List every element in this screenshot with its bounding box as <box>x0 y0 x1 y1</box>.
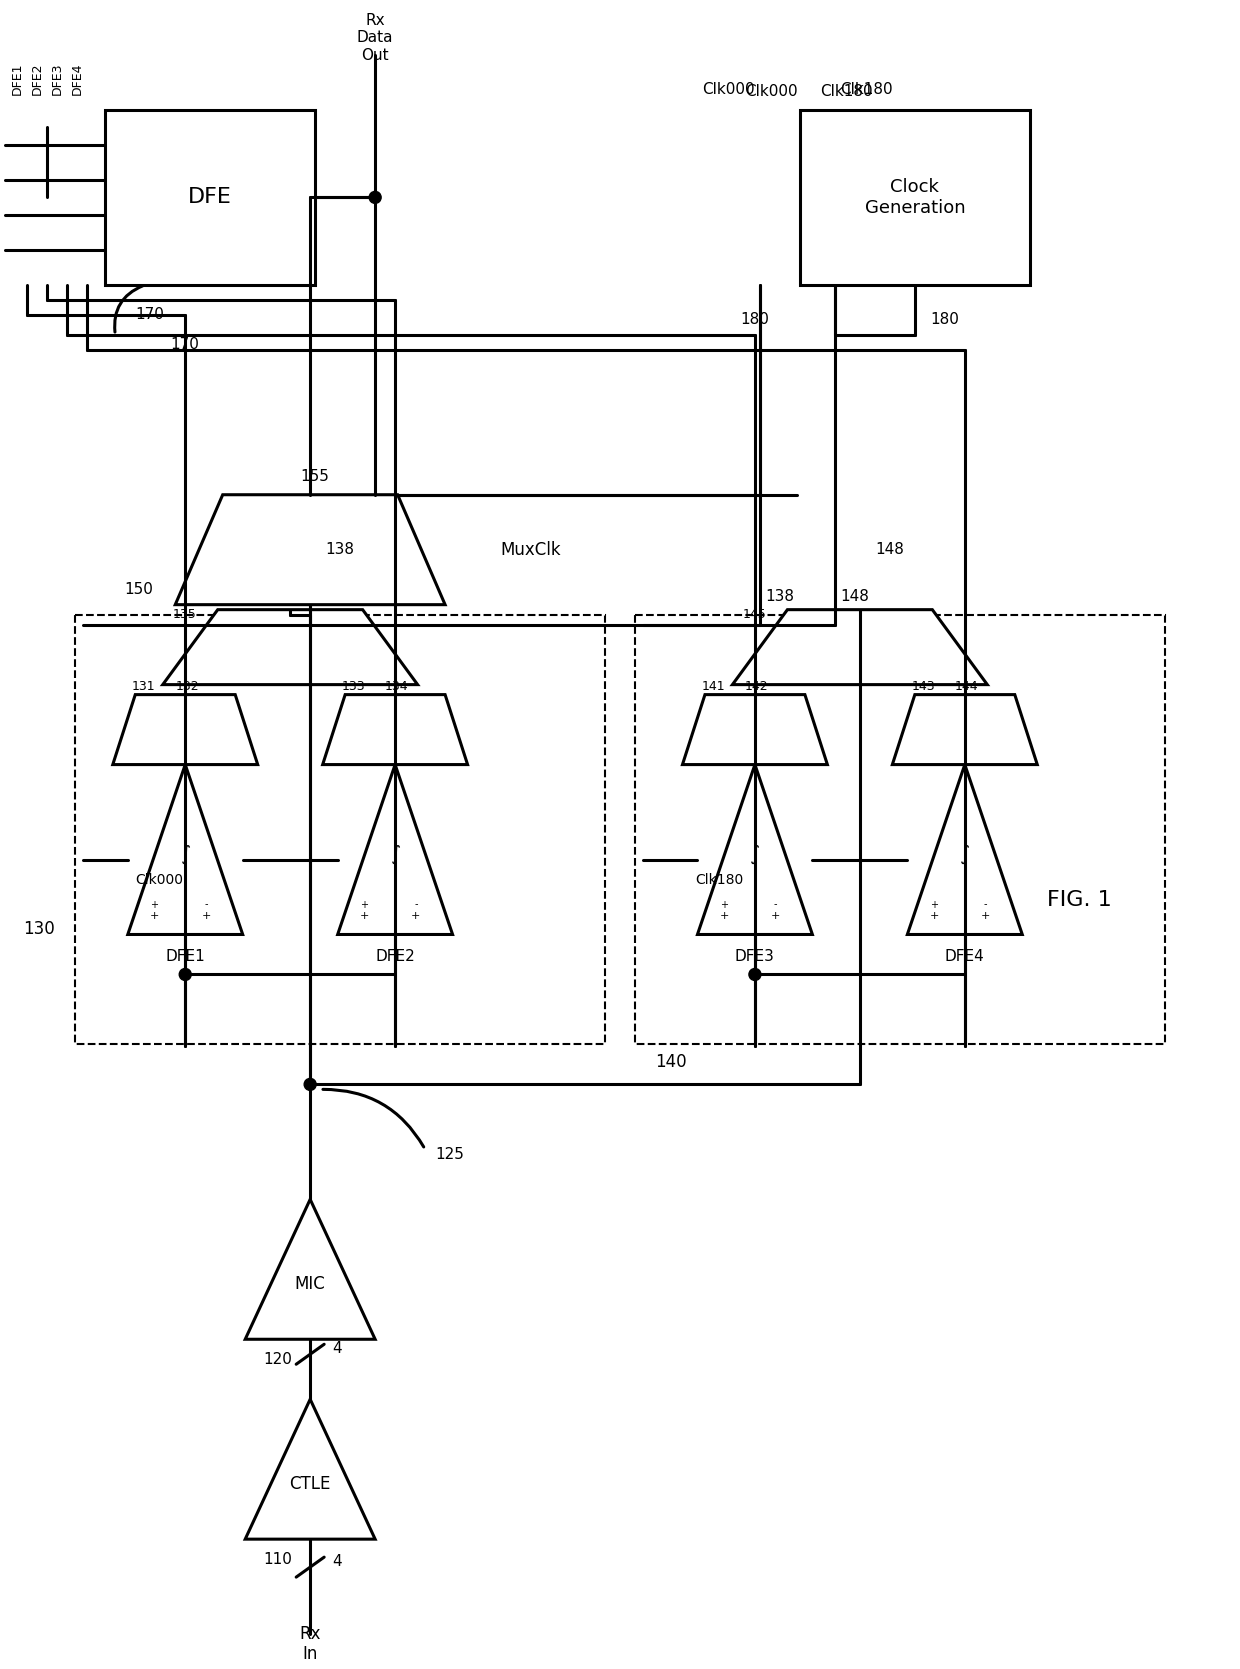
Text: +: + <box>981 911 991 921</box>
Text: 142: 142 <box>745 681 769 693</box>
Text: $\int$: $\int$ <box>960 843 971 866</box>
Text: DFE: DFE <box>188 187 232 207</box>
Text: DFE3: DFE3 <box>51 62 63 95</box>
Circle shape <box>370 192 381 204</box>
Text: +: + <box>201 911 211 921</box>
Text: 180: 180 <box>930 312 959 327</box>
Text: Clk000: Clk000 <box>135 873 184 886</box>
Text: -: - <box>414 900 418 910</box>
Text: 134: 134 <box>386 681 409 693</box>
Text: 143: 143 <box>911 681 935 693</box>
Polygon shape <box>128 764 243 935</box>
Text: MuxClk: MuxClk <box>500 541 560 559</box>
Polygon shape <box>697 764 812 935</box>
Polygon shape <box>246 1399 376 1539</box>
Text: DFE4: DFE4 <box>945 950 985 965</box>
Text: 110: 110 <box>263 1552 293 1567</box>
Bar <box>800 110 1029 285</box>
Text: $\int$: $\int$ <box>180 843 191 866</box>
Polygon shape <box>682 694 827 764</box>
Circle shape <box>749 968 761 980</box>
Text: FIG. 1: FIG. 1 <box>1048 890 1112 910</box>
Text: -: - <box>774 900 777 910</box>
Text: MIC: MIC <box>295 1275 326 1293</box>
Text: +: + <box>412 911 420 921</box>
Circle shape <box>180 968 191 980</box>
Polygon shape <box>175 494 445 604</box>
Polygon shape <box>246 1200 376 1339</box>
Text: 4: 4 <box>332 1340 342 1355</box>
Polygon shape <box>908 764 1022 935</box>
Text: -: - <box>205 900 208 910</box>
Text: 130: 130 <box>24 921 56 938</box>
Text: DFE1: DFE1 <box>165 950 205 965</box>
Text: $\int$: $\int$ <box>749 843 760 866</box>
Text: +: + <box>930 900 939 910</box>
Bar <box>105 110 315 285</box>
Text: 150: 150 <box>124 582 154 598</box>
Text: -: - <box>983 900 987 910</box>
Polygon shape <box>322 694 467 764</box>
Text: +: + <box>150 900 159 910</box>
Text: Clock
Generation: Clock Generation <box>864 179 965 217</box>
Text: 131: 131 <box>131 681 155 693</box>
Text: 170: 170 <box>135 307 164 322</box>
Polygon shape <box>733 609 987 684</box>
Text: DFE2: DFE2 <box>376 950 415 965</box>
Polygon shape <box>337 764 453 935</box>
Text: DFE4: DFE4 <box>71 62 84 95</box>
Text: +: + <box>720 900 728 910</box>
Text: 144: 144 <box>955 681 978 693</box>
Text: +: + <box>930 911 939 921</box>
Text: Clk180: Clk180 <box>694 873 743 886</box>
Text: 170: 170 <box>170 337 200 352</box>
Text: $\int$: $\int$ <box>389 843 401 866</box>
Text: 141: 141 <box>702 681 725 693</box>
Text: 155: 155 <box>300 469 329 484</box>
Text: 148: 148 <box>839 589 869 604</box>
Text: Clk000: Clk000 <box>745 85 797 100</box>
Circle shape <box>304 1078 316 1090</box>
Text: Clk180: Clk180 <box>820 85 873 100</box>
Text: DFE3: DFE3 <box>735 950 775 965</box>
Text: 135: 135 <box>172 608 196 621</box>
Text: DFE2: DFE2 <box>31 62 43 95</box>
Text: 138: 138 <box>765 589 794 604</box>
Text: 145: 145 <box>743 608 766 621</box>
Text: +: + <box>360 911 370 921</box>
Text: 180: 180 <box>740 312 769 327</box>
Text: 138: 138 <box>325 542 355 557</box>
Polygon shape <box>113 694 258 764</box>
Polygon shape <box>162 609 418 684</box>
Text: +: + <box>771 911 780 921</box>
Text: 132: 132 <box>175 681 198 693</box>
Text: 4: 4 <box>332 1554 342 1569</box>
Text: +: + <box>150 911 159 921</box>
Text: 148: 148 <box>875 542 904 557</box>
Text: Clk180: Clk180 <box>839 82 893 97</box>
Bar <box>76 614 605 1045</box>
Text: 140: 140 <box>655 1053 687 1071</box>
Polygon shape <box>893 694 1038 764</box>
Text: +: + <box>361 900 368 910</box>
Text: 125: 125 <box>435 1147 464 1162</box>
Text: DFE1: DFE1 <box>11 62 24 95</box>
Text: +: + <box>719 911 729 921</box>
Text: Rx
Data
Out: Rx Data Out <box>357 13 393 63</box>
Text: CTLE: CTLE <box>289 1475 331 1494</box>
Text: 133: 133 <box>341 681 365 693</box>
Text: Rx
In: Rx In <box>299 1624 321 1664</box>
Bar <box>635 614 1164 1045</box>
Text: Clk000: Clk000 <box>702 82 755 97</box>
Text: 120: 120 <box>263 1352 293 1367</box>
